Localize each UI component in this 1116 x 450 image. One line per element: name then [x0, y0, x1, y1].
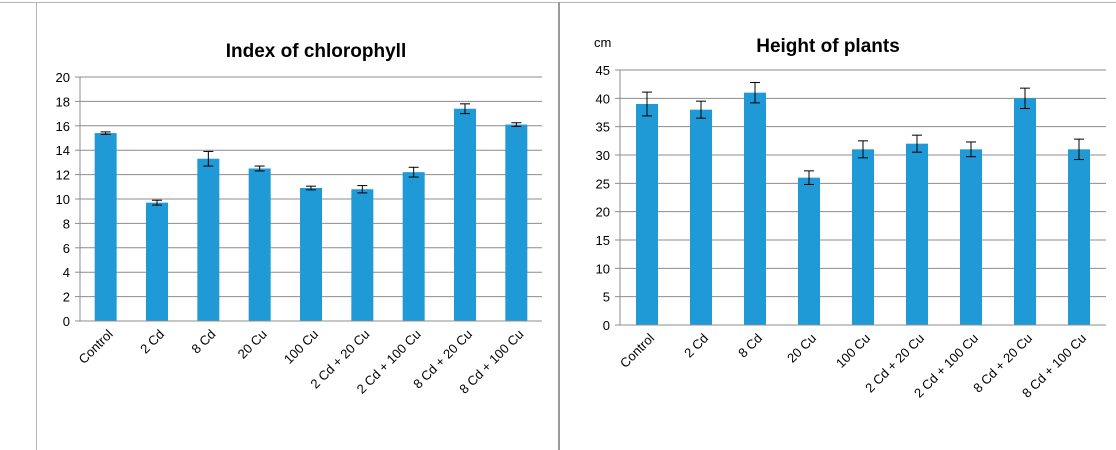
y-tick-label: 2	[63, 290, 70, 305]
y-tick-label: 15	[596, 233, 610, 248]
bar	[906, 143, 928, 325]
y-tick-label: 20	[56, 70, 70, 85]
bar	[1068, 149, 1090, 325]
x-tick-label: 2 Cd	[681, 331, 711, 361]
bar	[248, 168, 271, 321]
panel-border-top	[0, 2, 558, 3]
y-tick-label: 30	[596, 148, 610, 163]
y-tick-label: 4	[63, 265, 70, 280]
bar	[300, 188, 322, 321]
y-tick-label: 0	[603, 318, 610, 333]
y-tick-label: 18	[56, 94, 70, 109]
y-tick-label: 5	[603, 290, 610, 305]
bar	[454, 108, 476, 321]
panel-divider	[558, 2, 560, 450]
x-tick-label: 8 Cd	[188, 327, 218, 357]
height-chart-panel: Height of plants cm 0 5 10 15 20 25 30 35 40 45 C…	[558, 0, 1116, 450]
y-tick-label: 0	[63, 314, 70, 329]
bar	[1014, 98, 1036, 325]
bar	[402, 172, 425, 321]
bar	[690, 109, 712, 326]
bar	[744, 92, 766, 326]
y-tick-label: 16	[56, 119, 70, 134]
y-tick-label: 25	[596, 176, 610, 191]
y-tick-label: 14	[56, 143, 70, 158]
chart-title: Height of plants	[756, 36, 900, 57]
bar	[351, 189, 374, 321]
y-tick-label: 35	[596, 120, 610, 135]
bar	[636, 104, 658, 325]
chlorophyll-chart-panel: Index of chlorophyll 0 2 4 6 8 10 12 14 16 18 20 C…	[0, 0, 558, 450]
y-tick-label: 6	[63, 241, 70, 256]
y-tick-label: 10	[596, 261, 610, 276]
bar	[197, 158, 220, 321]
panel-border-top	[558, 2, 1116, 3]
y-tick-label: 20	[596, 205, 610, 220]
y-tick-label: 40	[596, 91, 610, 106]
x-tick-label: Control	[617, 330, 657, 370]
chlorophyll-chart: Index of chlorophyll 0 2 4 6 8 10 12 14 16 18 20 C…	[56, 41, 542, 397]
y-tick-label: 8	[63, 216, 70, 231]
bar	[852, 149, 874, 325]
y-tick-label: 45	[596, 63, 610, 78]
bar	[798, 177, 820, 325]
bar	[960, 149, 982, 325]
bar	[146, 202, 168, 321]
y-axis-unit-label: cm	[594, 35, 611, 50]
x-tick-label: 2 Cd	[137, 327, 167, 357]
bar	[505, 124, 528, 321]
y-tick-label: 10	[56, 192, 70, 207]
x-tick-label: 100 Cu	[281, 327, 321, 367]
bar	[94, 133, 117, 321]
chart-title: Index of chlorophyll	[226, 41, 407, 62]
x-tick-label: 20 Cu	[235, 327, 270, 362]
panel-border-left	[36, 2, 37, 450]
x-tick-label: 100 Cu	[833, 331, 873, 371]
x-tick-label: 20 Cu	[784, 331, 819, 366]
x-tick-label: 8 Cd	[735, 331, 765, 361]
x-tick-label: Control	[76, 326, 116, 366]
y-tick-label: 12	[56, 168, 70, 183]
height-chart: Height of plants cm 0 5 10 15 20 25 30 35 40 45 C…	[594, 35, 1106, 401]
